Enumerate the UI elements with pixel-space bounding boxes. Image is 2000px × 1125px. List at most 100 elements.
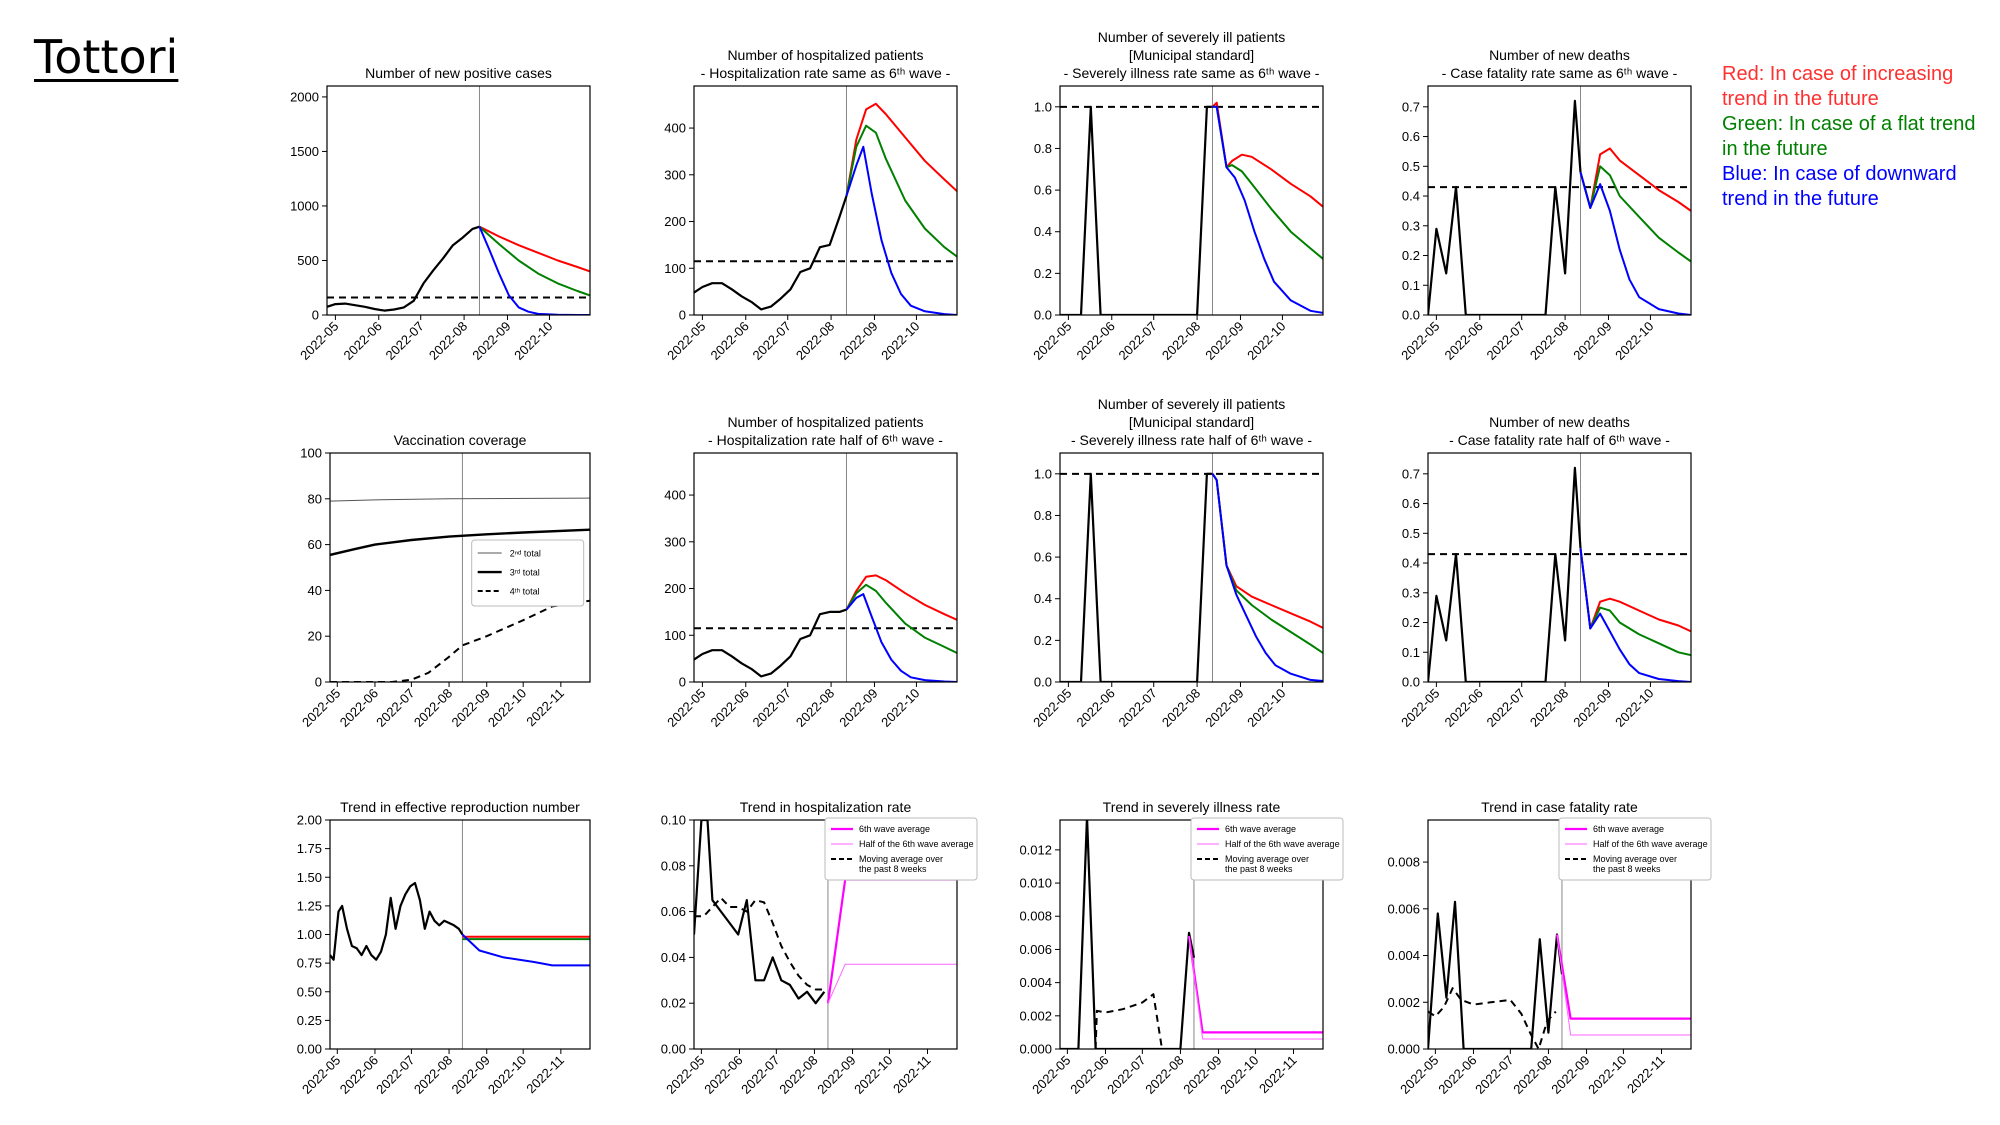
x-tick-label: 2022-06	[1067, 1053, 1111, 1097]
x-tick-label: 2022-08	[776, 1053, 820, 1097]
plot-frame	[1059, 85, 1324, 316]
y-tick-label: 0.002	[1019, 1008, 1052, 1023]
chart-panel-reproduction-number: Trend in effective reproduction number 0.…	[297, 799, 591, 1097]
x-tick-label: 2022-05	[663, 1053, 707, 1097]
chart-panel-hospitalized-same: Number of hospitalized patients - Hospita…	[664, 47, 958, 363]
chart-title-line: - Severely illness rate same as 6ᵗʰ wave…	[1064, 65, 1320, 81]
x-tick-label: 2022-10	[1217, 1053, 1261, 1097]
y-tick-label: 0.2	[1034, 633, 1052, 648]
chart-title-line: Trend in effective reproduction number	[340, 799, 580, 815]
x-tick-label: 2022-08	[411, 686, 455, 730]
y-tick-label: 0.2	[1034, 266, 1052, 281]
y-tick-label: 0.000	[1019, 1042, 1052, 1057]
series-line-flat	[1579, 165, 1691, 263]
chart-panel-new-deaths-same: Number of new deaths - Case fatality rate…	[1398, 47, 1692, 363]
x-tick-label: 2022-07	[738, 1053, 782, 1097]
x-tick-label: 2022-05	[664, 319, 708, 363]
x-tick-label: 2022-11	[523, 686, 567, 730]
plot-area	[330, 453, 590, 682]
y-tick-label: 0.8	[1034, 141, 1052, 156]
chart-title-line: Number of severely ill patients	[1098, 396, 1286, 412]
plot-frame	[1427, 452, 1692, 683]
legend-label: 4ᵗʰ total	[510, 587, 540, 597]
series-line-flat	[1212, 105, 1323, 260]
x-tick-label: 2022-08	[793, 319, 837, 363]
scenario-legend-flat: Green: In case of a flat trend in the fu…	[1722, 113, 1976, 160]
series-line-observed	[694, 195, 848, 311]
x-tick-label: 2022-10	[1244, 319, 1288, 363]
y-tick-label: 0.6	[1402, 129, 1420, 144]
x-tick-label: 2022-10	[1244, 686, 1288, 730]
y-tick-label: 0.012	[1019, 842, 1052, 857]
series-line-magenta	[1187, 936, 1323, 1034]
x-tick-label: 2022-10	[851, 1053, 895, 1097]
plot-frame	[329, 819, 591, 1050]
y-tick-label: 1.0	[1034, 466, 1052, 481]
x-tick-label: 2022-10	[878, 319, 922, 363]
x-tick-label: 2022-09	[1548, 1053, 1592, 1097]
y-tick-label: 2.00	[297, 813, 322, 828]
x-tick-label: 2022-10	[1612, 686, 1656, 730]
series-line-dashed	[330, 599, 590, 682]
plot-area	[330, 820, 590, 1049]
x-tick-label: 2022-07	[1116, 319, 1160, 363]
x-tick-label: 2022-06	[341, 319, 385, 363]
y-tick-label: 0.5	[1402, 159, 1420, 174]
series-line-decrease	[845, 593, 957, 682]
y-tick-label: 0.1	[1402, 278, 1420, 293]
plot-frame	[1427, 85, 1692, 316]
y-tick-label: 1500	[290, 144, 319, 159]
y-tick-label: 0.6	[1402, 496, 1420, 511]
chart-title-line: - Hospitalization rate half of 6ᵗʰ wave …	[708, 432, 943, 448]
series-line-flat	[845, 583, 957, 654]
chart-title-line: - Severely illness rate half of 6ᵗʰ wave…	[1071, 432, 1312, 448]
y-tick-label: 1.25	[297, 898, 322, 913]
legend-box	[824, 817, 978, 881]
y-tick-label: 0.006	[1019, 942, 1052, 957]
series-line-observed	[1428, 900, 1564, 1049]
x-tick-label: 2022-08	[1159, 686, 1203, 730]
x-tick-label: 2022-09	[1570, 686, 1614, 730]
legend-label: Half of the 6th wave average	[1225, 839, 1340, 849]
x-tick-label: 2022-06	[337, 1053, 381, 1097]
y-tick-label: 0.002	[1387, 995, 1420, 1010]
y-tick-label: 1.0	[1034, 99, 1052, 114]
x-tick-label: 2022-07	[373, 1053, 417, 1097]
y-tick-label: 0.2	[1402, 615, 1420, 630]
x-tick-label: 2022-07	[750, 686, 794, 730]
x-tick-label: 2022-07	[373, 686, 417, 730]
series-line-flat	[1579, 548, 1691, 657]
legend-label: 6th wave average	[1593, 824, 1664, 834]
y-tick-label: 2000	[290, 89, 319, 104]
legend-label: Half of the 6th wave average	[859, 839, 974, 849]
x-tick-label: 2022-09	[449, 686, 493, 730]
chart-title-line: Number of new positive cases	[365, 65, 552, 81]
plot-frame	[329, 452, 591, 683]
y-tick-label: 0.10	[661, 813, 686, 828]
y-tick-label: 0.006	[1387, 901, 1420, 916]
x-tick-label: 2022-10	[485, 686, 529, 730]
legend-label: 6th wave average	[859, 824, 930, 834]
chart-title-line: Trend in case fatality rate	[1481, 799, 1638, 815]
x-tick-label: 2022-07	[750, 319, 794, 363]
legend-label: 3ʳᵈ total	[510, 568, 540, 578]
x-tick-label: 2022-05	[1398, 686, 1442, 730]
chart-panel-hospitalization-rate: Trend in hospitalization rate 0.00 0.02 0.0…	[661, 799, 978, 1097]
legend-box	[1558, 817, 1712, 881]
x-tick-label: 2022-06	[708, 686, 752, 730]
series-line-decrease	[1579, 171, 1691, 315]
y-tick-label: 0.004	[1387, 948, 1420, 963]
y-tick-label: 0.8	[1034, 508, 1052, 523]
plot-frame	[1059, 452, 1324, 683]
x-tick-label: 2022-09	[836, 319, 880, 363]
y-tick-label: 0.75	[297, 956, 322, 971]
series-line-decrease	[1211, 473, 1323, 682]
y-tick-label: 100	[664, 628, 686, 643]
y-tick-label: 60	[308, 537, 322, 552]
series-line-magenta	[826, 878, 957, 1004]
chart-panel-new-deaths-half: Number of new deaths - Case fatality rate…	[1398, 414, 1692, 730]
y-tick-label: 0.010	[1019, 876, 1052, 891]
y-tick-label: 0.4	[1034, 224, 1052, 239]
chart-title-line: [Municipal standard]	[1129, 414, 1254, 430]
